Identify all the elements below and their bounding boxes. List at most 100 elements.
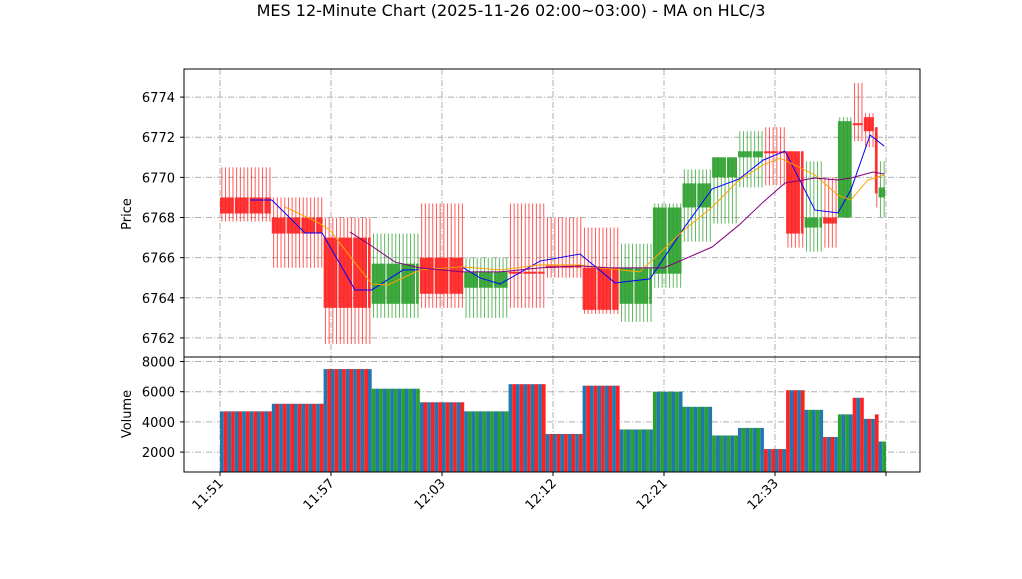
volume-bar-group — [682, 406, 713, 472]
volume-bar — [282, 403, 287, 472]
volume-bar — [486, 411, 491, 472]
x-tick-label: 11:51 — [190, 476, 227, 513]
volume-bar — [530, 384, 535, 472]
volume-tick-label: 2000 — [142, 446, 175, 461]
candle-body — [697, 183, 712, 208]
volume-bar — [808, 409, 812, 472]
volume-bar — [719, 435, 724, 472]
volume-bar — [849, 414, 853, 472]
volume-bar — [434, 402, 439, 472]
volume-bar — [686, 406, 690, 472]
volume-bar — [438, 402, 442, 472]
volume-bar — [516, 384, 520, 472]
volume-bar-group — [837, 414, 853, 472]
volume-bar — [652, 391, 657, 472]
candle-down — [545, 217, 582, 278]
candle-body — [652, 207, 667, 274]
volume-bar — [479, 411, 483, 472]
volume-bar — [741, 427, 746, 472]
chart-title: MES 12-Minute Chart (2025-11-26 02:00~03… — [257, 1, 766, 20]
volume-bar — [231, 411, 235, 472]
price-tick-label: 6762 — [142, 332, 175, 347]
volume-bar — [356, 369, 361, 472]
volume-bar-group — [464, 411, 509, 472]
volume-bar — [756, 427, 761, 472]
volume-bar — [297, 403, 302, 472]
volume-panel-frame — [183, 356, 921, 473]
volume-bar — [467, 411, 472, 472]
volume-bar — [445, 402, 450, 472]
volume-bar — [882, 441, 886, 472]
volume-bar — [586, 385, 590, 472]
volume-tick-label: 8000 — [142, 356, 175, 371]
volume-bar — [778, 449, 783, 472]
volume-bar — [249, 411, 254, 472]
volume-bar — [308, 403, 313, 472]
volume-bar — [268, 411, 272, 472]
candle-down — [823, 177, 837, 248]
volume-bar — [608, 385, 613, 472]
volume-axis-label: Volume — [120, 390, 135, 438]
volume-bar — [845, 414, 849, 472]
volume-bar — [804, 409, 809, 472]
moving-averages — [249, 134, 885, 291]
volume-bar — [271, 403, 276, 472]
price-axis-label: Price — [120, 198, 135, 230]
candle-up — [682, 169, 712, 242]
volume-bar — [749, 427, 753, 472]
candle-body — [493, 271, 508, 288]
x-tick-label: 12:12 — [523, 476, 560, 513]
volume-bar — [623, 429, 627, 472]
ma-mid-line — [284, 157, 885, 286]
candles — [220, 83, 885, 344]
x-tick-label: 11:57 — [301, 476, 338, 513]
volume-bar — [260, 411, 265, 472]
volume-bar — [275, 403, 280, 472]
volume-bar — [704, 406, 709, 472]
volume-bar — [442, 402, 446, 472]
volume-bar — [371, 388, 376, 472]
volume-bar — [401, 388, 405, 472]
candle-up — [804, 161, 823, 252]
volume-bar — [656, 391, 661, 472]
volume-bar — [649, 429, 653, 472]
volume-bar — [523, 384, 528, 472]
volume-bar — [290, 403, 294, 472]
candle-body — [819, 217, 823, 228]
volume-bar — [678, 391, 683, 472]
volume-bar — [697, 406, 701, 472]
volume-bar-group — [738, 427, 764, 472]
candle-body — [804, 217, 819, 228]
candle-body — [649, 267, 652, 304]
candle-body — [582, 267, 597, 310]
volume-bar — [856, 397, 861, 472]
candle-body — [286, 217, 301, 234]
volume-bar — [301, 403, 306, 472]
candle-up — [837, 117, 852, 218]
volume-bar — [501, 411, 505, 472]
volume-bar — [338, 369, 343, 472]
volume-bar — [752, 427, 757, 472]
price-tick-label: 6770 — [142, 171, 175, 186]
candle-body — [878, 187, 885, 198]
candle-body — [823, 217, 837, 224]
ma-fast-line — [249, 134, 885, 291]
volume-bar — [460, 402, 465, 472]
volume-bar — [708, 406, 713, 472]
candle-body — [419, 257, 434, 294]
volume-bar — [257, 411, 261, 472]
candle-body — [575, 265, 582, 268]
candle-down — [419, 203, 464, 308]
volume-bar — [671, 391, 676, 472]
volume-bar — [405, 388, 409, 472]
x-tick-label: 12:21 — [634, 476, 671, 513]
volume-bar — [364, 369, 368, 472]
volume-bar — [382, 388, 387, 472]
ma-slow-line — [349, 171, 885, 273]
volume-bar — [630, 429, 635, 472]
candle-body — [786, 151, 800, 234]
candle-body — [371, 263, 386, 304]
volume-bar — [619, 429, 624, 472]
volume-bar — [412, 388, 417, 472]
volume-bar-group — [652, 391, 683, 472]
